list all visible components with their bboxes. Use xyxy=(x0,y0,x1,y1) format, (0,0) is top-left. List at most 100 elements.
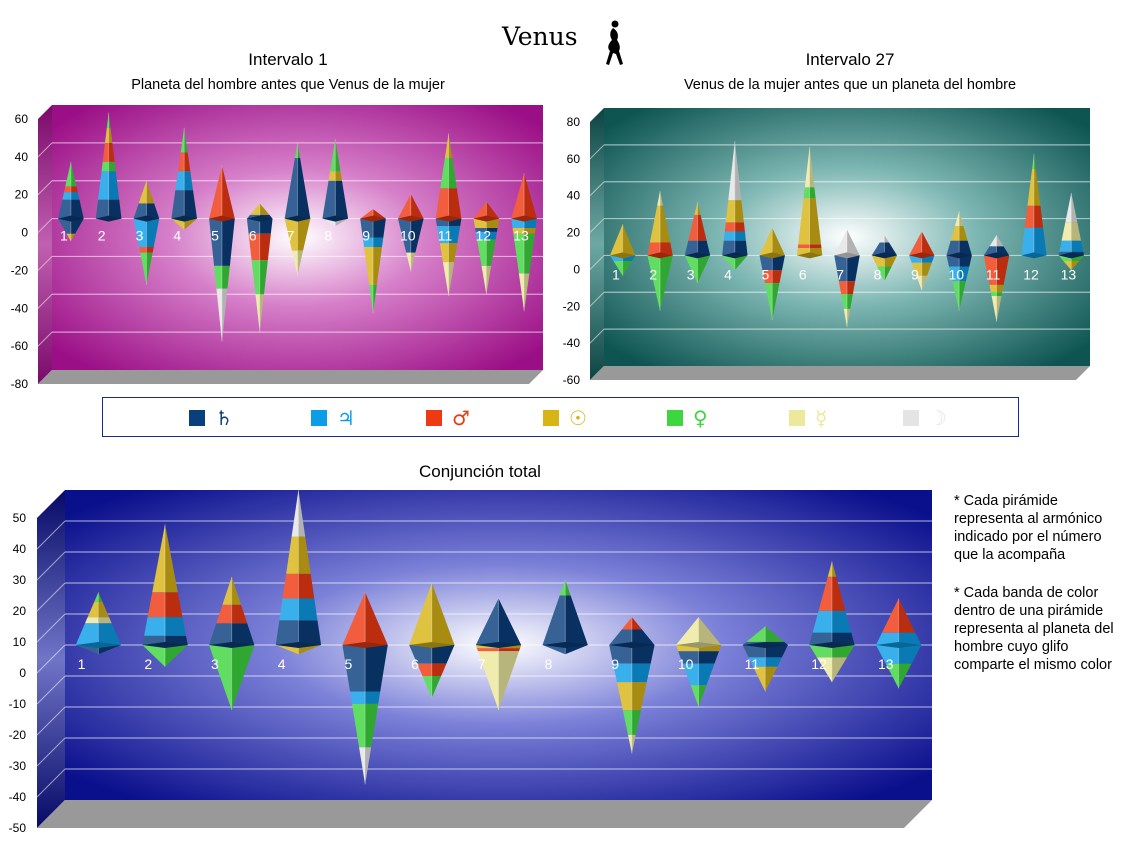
band-jupiter xyxy=(698,663,715,686)
band-saturn xyxy=(847,255,860,282)
band-jupiter xyxy=(62,192,71,200)
y-tick-label: -20 xyxy=(563,299,581,313)
pyramid-3 xyxy=(209,576,255,711)
band-venus xyxy=(297,142,301,158)
gridline-side xyxy=(36,582,66,612)
pyramid-base xyxy=(58,215,84,222)
band-sun xyxy=(959,225,968,241)
pyramid-base xyxy=(133,215,160,222)
pyramid-base xyxy=(684,252,711,259)
band-venus xyxy=(734,255,748,271)
band-mars xyxy=(298,573,315,599)
gridline-side xyxy=(589,255,605,270)
band-venus xyxy=(684,255,698,284)
page-title: Venus xyxy=(502,22,578,51)
band-saturn xyxy=(184,190,198,219)
band-saturn xyxy=(871,242,885,256)
female-silhouette-icon xyxy=(606,20,623,65)
band-venus xyxy=(847,294,853,309)
band-mars xyxy=(882,598,899,633)
category-label: 5 xyxy=(762,266,770,282)
band-saturn xyxy=(609,645,632,664)
pyramid-base xyxy=(75,642,122,648)
band-jupiter xyxy=(279,598,299,621)
band-jupiter xyxy=(765,657,782,667)
band-mars xyxy=(397,193,411,219)
band-mercury xyxy=(627,734,632,754)
legend-item-sun: ☉ xyxy=(543,406,587,430)
band-jupiter xyxy=(362,237,374,247)
y-tick-label: 40 xyxy=(15,150,29,164)
band-sun xyxy=(444,133,449,158)
category-label: 10 xyxy=(400,228,416,244)
chart-floor xyxy=(590,366,1090,380)
band-venus xyxy=(959,281,966,311)
pyramid-5 xyxy=(209,165,235,342)
category-label: 6 xyxy=(249,228,257,244)
band-jupiter xyxy=(723,231,735,241)
band-saturn xyxy=(498,598,522,645)
y-tick-label: 0 xyxy=(19,666,26,680)
band-venus xyxy=(647,255,661,311)
band-mars xyxy=(184,152,191,172)
band-venus xyxy=(101,161,109,172)
sun-glyph-icon: ☉ xyxy=(569,406,587,430)
pyramid-11 xyxy=(435,133,462,297)
note-pyramid: * Cada pirámide representa al armónico i… xyxy=(954,493,1103,563)
band-saturn xyxy=(410,218,424,253)
legend-swatch-mars xyxy=(426,410,442,426)
band-venus xyxy=(952,281,960,311)
legend-item-mars: ♂ xyxy=(426,406,470,430)
band-sun xyxy=(373,246,383,285)
chart-intervalo-1: 60 40 20 0 -20 -40 -60 -80 1 2 3 4 5 6 7 8 9 10 11 12 13 xyxy=(0,100,560,391)
band-mars xyxy=(435,188,449,219)
band-mars xyxy=(102,142,109,162)
band-jupiter xyxy=(165,617,186,636)
band-venus xyxy=(565,579,571,596)
band-venus xyxy=(697,255,711,284)
band-mars xyxy=(762,270,773,284)
y-tick-label: -40 xyxy=(11,301,29,315)
band-venus xyxy=(94,592,99,602)
band-moon xyxy=(847,229,860,256)
legend-swatch-jupiter xyxy=(311,410,327,426)
band-mars xyxy=(231,604,248,624)
band-saturn xyxy=(996,246,1010,256)
band-sun xyxy=(1033,168,1041,206)
band-venus xyxy=(108,161,116,172)
band-mars xyxy=(417,663,432,676)
band-sun xyxy=(439,243,449,263)
band-venus xyxy=(146,252,153,285)
band-saturn xyxy=(834,255,847,282)
band-mars xyxy=(1033,205,1044,228)
band-venus xyxy=(622,260,632,276)
y-tick-label: -40 xyxy=(9,790,27,804)
band-venus xyxy=(65,161,71,187)
category-label: 7 xyxy=(287,228,295,244)
band-mercury xyxy=(954,211,960,226)
band-mercury xyxy=(675,617,699,645)
y-tick-label: -20 xyxy=(11,263,29,277)
band-saturn xyxy=(946,255,960,267)
band-saturn xyxy=(609,629,632,645)
pyramid-base xyxy=(95,215,122,222)
band-venus xyxy=(209,645,232,711)
band-mercury xyxy=(291,250,298,276)
y-tick-label: -10 xyxy=(9,697,27,711)
band-sun xyxy=(1063,260,1072,271)
pyramid-base xyxy=(435,215,462,222)
band-sun xyxy=(694,201,698,215)
legend-swatch-venus xyxy=(667,410,683,426)
band-mercury xyxy=(410,252,416,272)
band-mars xyxy=(165,592,183,618)
band-mercury xyxy=(85,617,99,624)
pyramid-8 xyxy=(322,139,349,227)
pyramid-12 xyxy=(1021,154,1047,259)
band-jupiter xyxy=(436,226,449,244)
band-saturn xyxy=(209,623,232,645)
band-venus xyxy=(690,685,699,707)
y-tick-label: -80 xyxy=(11,377,29,390)
pyramid-base xyxy=(209,642,255,648)
band-venus xyxy=(251,260,260,295)
band-saturn xyxy=(142,635,166,645)
